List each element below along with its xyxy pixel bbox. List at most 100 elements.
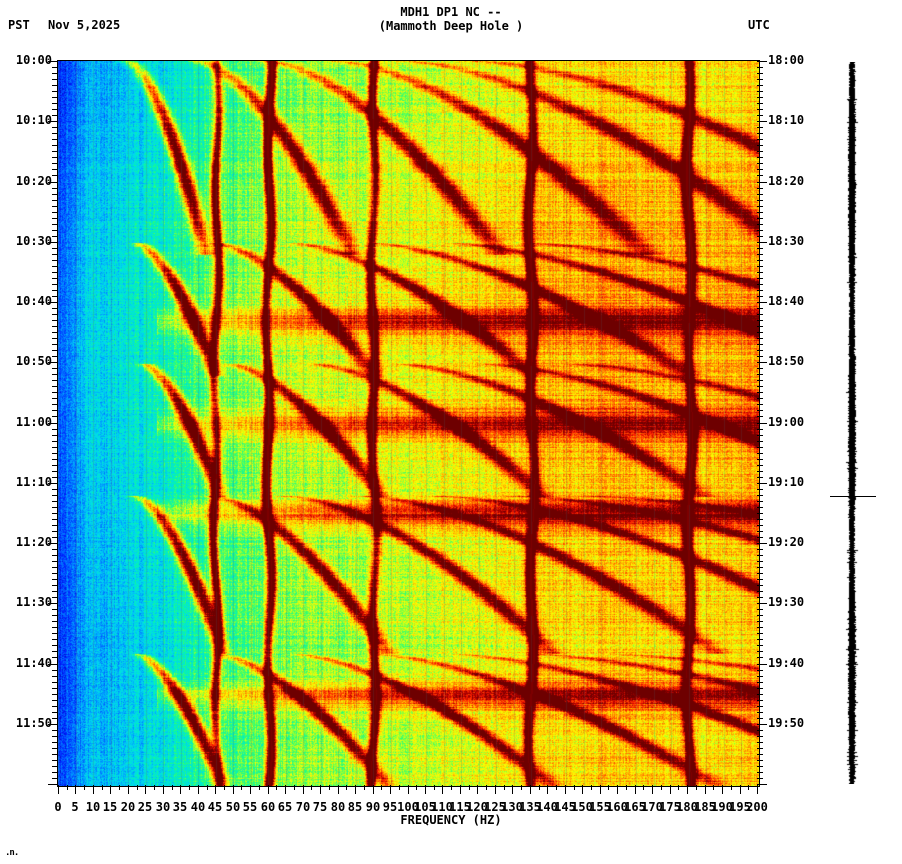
time-tick-minor-right <box>757 651 763 652</box>
time-label-utc: 19:30 <box>768 595 805 609</box>
freq-tick-minor <box>591 785 592 790</box>
time-tick-major-right <box>757 784 767 785</box>
time-label-utc: 18:00 <box>768 53 805 67</box>
freq-tick-minor <box>294 785 295 790</box>
time-label-pst: 10:10 <box>15 113 52 127</box>
time-tick-minor-left <box>52 248 58 249</box>
time-tick-minor-left <box>52 398 58 399</box>
freq-tick-major <box>705 785 706 794</box>
freq-tick-minor <box>504 785 505 790</box>
freq-label: 45 <box>207 800 223 814</box>
time-tick-minor-left <box>52 91 58 92</box>
time-tick-minor-right <box>757 296 763 297</box>
freq-tick-major <box>58 785 59 794</box>
time-tick-minor-right <box>757 772 763 773</box>
time-label-pst: 10:20 <box>15 174 52 188</box>
freq-tick-major <box>565 785 566 794</box>
freq-tick-major <box>163 785 164 794</box>
time-tick-minor-left <box>52 567 58 568</box>
time-tick-minor-right <box>757 609 763 610</box>
freq-tick-major <box>582 785 583 794</box>
freq-tick-minor <box>311 785 312 790</box>
time-tick-minor-left <box>52 175 58 176</box>
freq-label: 20 <box>120 800 136 814</box>
time-tick-minor-right <box>757 151 763 152</box>
time-tick-major-left <box>48 603 58 604</box>
time-tick-minor-left <box>52 477 58 478</box>
time-label-utc: 19:40 <box>768 656 805 670</box>
freq-label: 0 <box>54 800 62 814</box>
spectrogram-plot[interactable] <box>57 60 760 787</box>
time-label-pst: 11:00 <box>15 415 52 429</box>
time-tick-minor-left <box>52 218 58 219</box>
freq-label: 25 <box>137 800 153 814</box>
time-tick-minor-left <box>52 368 58 369</box>
time-tick-minor-right <box>757 615 763 616</box>
time-tick-minor-right <box>757 356 763 357</box>
time-tick-minor-right <box>757 736 763 737</box>
time-tick-minor-right <box>757 326 763 327</box>
time-tick-minor-right <box>757 224 763 225</box>
time-tick-minor-right <box>757 549 763 550</box>
freq-label: 70 <box>295 800 311 814</box>
time-tick-minor-left <box>52 627 58 628</box>
time-tick-minor-left <box>52 260 58 261</box>
freq-tick-minor <box>678 785 679 790</box>
freq-tick-major <box>547 785 548 794</box>
freq-label: 105 <box>414 800 436 814</box>
time-tick-minor-right <box>757 218 763 219</box>
time-tick-minor-right <box>757 621 763 622</box>
time-tick-minor-left <box>52 778 58 779</box>
freq-tick-major <box>110 785 111 794</box>
time-tick-minor-left <box>52 465 58 466</box>
time-tick-major-right <box>757 182 767 183</box>
time-tick-minor-right <box>757 495 763 496</box>
time-tick-minor-left <box>52 188 58 189</box>
time-tick-minor-left <box>52 332 58 333</box>
time-tick-minor-right <box>757 537 763 538</box>
freq-tick-major <box>600 785 601 794</box>
time-tick-minor-left <box>52 236 58 237</box>
time-tick-minor-left <box>52 682 58 683</box>
time-tick-minor-left <box>52 645 58 646</box>
freq-tick-minor <box>399 785 400 790</box>
time-tick-minor-left <box>52 441 58 442</box>
freq-label: 30 <box>155 800 171 814</box>
freq-tick-major <box>722 785 723 794</box>
freq-label: 145 <box>554 800 576 814</box>
freq-tick-minor <box>661 785 662 790</box>
time-tick-minor-left <box>52 718 58 719</box>
freq-tick-minor <box>731 785 732 790</box>
time-tick-minor-left <box>52 169 58 170</box>
time-tick-minor-right <box>757 471 763 472</box>
time-tick-minor-right <box>757 465 763 466</box>
time-tick-minor-right <box>757 139 763 140</box>
time-tick-major-right <box>757 603 767 604</box>
time-tick-minor-left <box>52 200 58 201</box>
freq-tick-minor <box>224 785 225 790</box>
time-tick-minor-right <box>757 694 763 695</box>
time-tick-minor-left <box>52 657 58 658</box>
time-tick-minor-left <box>52 501 58 502</box>
freq-label: 175 <box>659 800 681 814</box>
time-tick-minor-right <box>757 718 763 719</box>
freq-label: 110 <box>431 800 453 814</box>
freq-tick-minor <box>67 785 68 790</box>
time-tick-minor-right <box>757 338 763 339</box>
freq-label: 85 <box>347 800 363 814</box>
time-tick-minor-right <box>757 212 763 213</box>
time-tick-minor-right <box>757 97 763 98</box>
time-tick-minor-left <box>52 157 58 158</box>
time-tick-minor-right <box>757 236 763 237</box>
freq-tick-major <box>687 785 688 794</box>
time-label-utc: 19:10 <box>768 475 805 489</box>
time-tick-minor-right <box>757 585 763 586</box>
time-tick-minor-right <box>757 374 763 375</box>
time-tick-minor-left <box>52 194 58 195</box>
freq-label: 140 <box>536 800 558 814</box>
time-tick-minor-right <box>757 188 763 189</box>
freq-tick-major <box>530 785 531 794</box>
time-label-pst: 11:20 <box>15 535 52 549</box>
time-tick-minor-left <box>52 133 58 134</box>
freq-label: 185 <box>694 800 716 814</box>
